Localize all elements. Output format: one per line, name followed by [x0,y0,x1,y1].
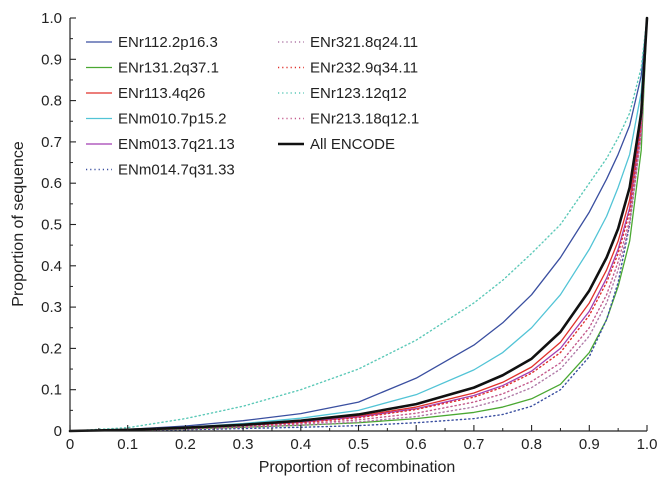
legend-label: ENm014.7q31.33 [118,162,235,179]
y-tick-label: 0.9 [41,51,62,68]
series-line-8 [69,17,648,432]
series-line-10 [68,16,649,433]
legend-label: ENr123.12q12 [310,85,407,102]
x-tick-label: 0.6 [406,436,427,453]
axes-group: 0 0.1 0.2 0.3 0.4 0.5 0.6 0.7 0.8 0.9 1.0 0 0.1 0.2 0.… [41,10,657,453]
series-group [68,16,649,433]
legend: ENr112.2p16.3 ENr131.2q37.1 ENr113.4q26 ENm… [86,34,419,179]
x-tick-label: 0.3 [233,436,254,453]
y-tick-label: 1.0 [41,10,62,27]
x-tick-label: 0.7 [463,436,484,453]
y-tick-label: 0.8 [41,93,62,110]
legend-label: ENr112.2p16.3 [118,34,218,51]
x-tick-label: 0.2 [175,436,196,453]
x-tick-label: 1.0 [637,436,658,453]
x-tick-label: 0.9 [579,436,600,453]
y-tick-label: 0.3 [41,299,62,316]
y-tick-label: 0.4 [41,258,62,275]
legend-label: ENm013.7q21.13 [118,136,235,153]
legend-label: ENm010.7p15.2 [118,111,226,128]
legend-label: ENr113.4q26 [118,85,205,102]
x-tick-label: 0.5 [348,436,369,453]
series-line-0 [69,17,648,432]
legend-label: ENr213.18q12.1 [310,111,419,128]
series-line-7 [69,17,648,432]
x-axis-title: Proportion of recombination [259,459,456,476]
series-line-5 [69,17,648,432]
legend-label: All ENCODE [310,136,395,153]
y-tick-label: 0 [54,423,62,440]
y-tick-label: 0.6 [41,175,62,192]
x-tick-label: 0 [66,436,74,453]
y-tick-label: 0.2 [41,340,62,357]
x-tick-label: 0.1 [117,436,138,453]
x-tick-label: 0.8 [521,436,542,453]
series-line-1 [69,17,648,432]
y-tick-label: 0.5 [41,217,62,234]
y-tick-label: 0.7 [41,134,62,151]
legend-label: ENr232.9q34.11 [310,60,418,77]
x-tick-label: 0.4 [290,436,311,453]
legend-label: ENr131.2q37.1 [118,60,219,77]
legend-label: ENr321.8q24.11 [310,34,418,51]
y-tick-label: 0.1 [41,382,62,399]
y-axis-title: Proportion of sequence [10,141,27,307]
